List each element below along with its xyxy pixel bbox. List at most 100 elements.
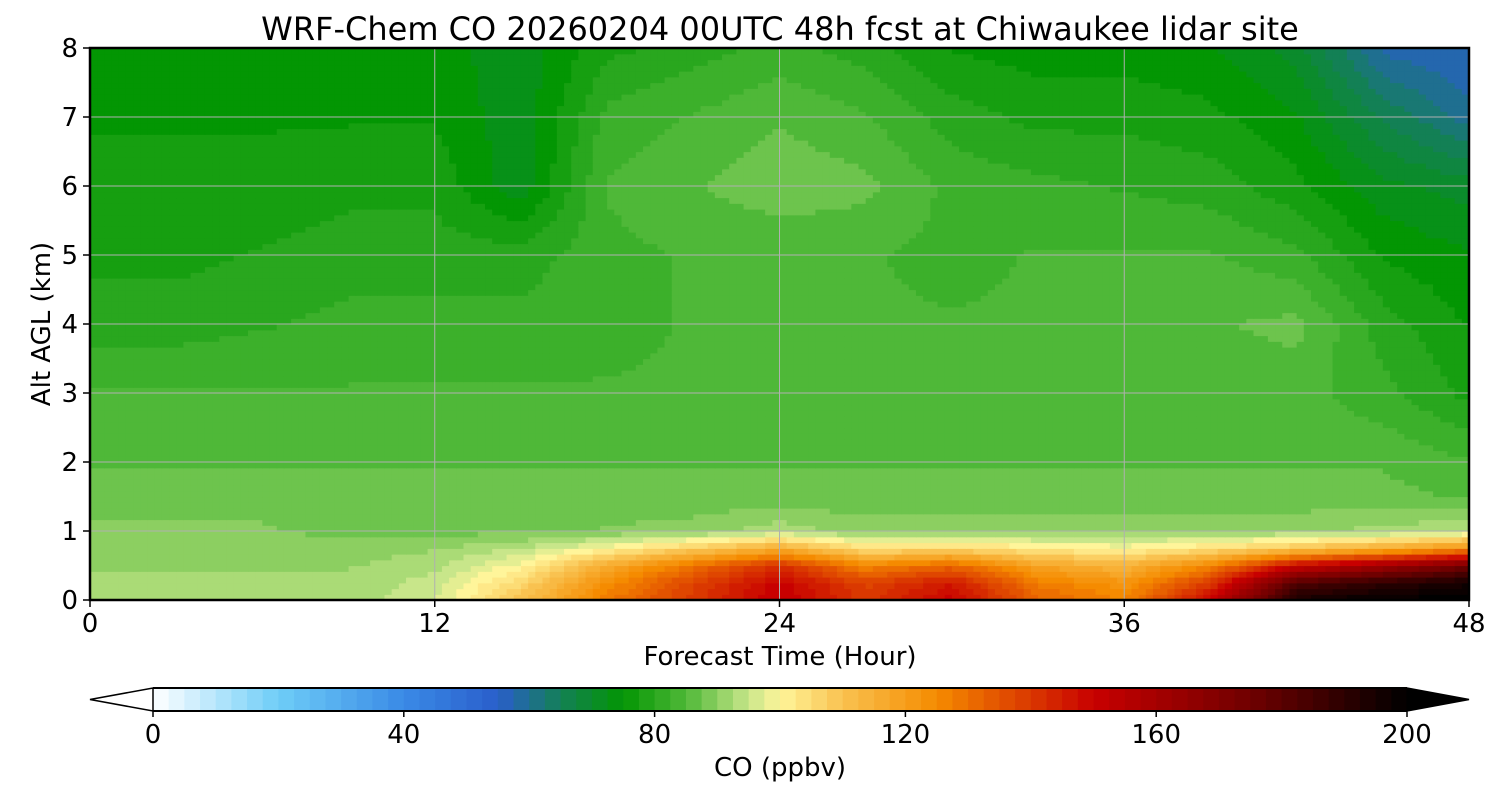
heatmap-cell xyxy=(1303,485,1312,492)
heatmap-cell xyxy=(1418,594,1427,600)
heatmap-cell xyxy=(894,462,903,469)
heatmap-cell xyxy=(190,577,199,584)
heatmap-cell xyxy=(276,490,285,498)
heatmap-cell xyxy=(104,490,113,498)
heatmap-cell xyxy=(327,473,335,480)
heatmap-cell xyxy=(1303,571,1312,578)
heatmap-cell xyxy=(291,531,299,538)
heatmap-cell xyxy=(671,542,680,549)
heatmap-cell xyxy=(176,548,184,555)
heatmap-cell xyxy=(90,473,98,480)
heatmap-cell xyxy=(1160,485,1168,492)
heatmap-cell xyxy=(255,577,263,584)
heatmap-cell xyxy=(1246,548,1255,555)
heatmap-cell xyxy=(319,456,328,463)
heatmap-cell xyxy=(1174,502,1183,509)
heatmap-cell xyxy=(786,531,795,538)
heatmap-cell xyxy=(793,594,802,600)
heatmap-cell xyxy=(1002,565,1010,572)
heatmap-cell xyxy=(1160,588,1168,595)
heatmap-cell xyxy=(650,508,658,515)
heatmap-cell xyxy=(1260,490,1269,498)
heatmap-cell xyxy=(1030,450,1039,457)
heatmap-cell xyxy=(1160,554,1168,561)
heatmap-cell xyxy=(628,450,637,457)
heatmap-cell xyxy=(204,554,213,561)
heatmap-cell xyxy=(477,456,486,463)
heatmap-cell xyxy=(1425,542,1434,549)
heatmap-cell xyxy=(635,559,644,567)
heatmap-cell xyxy=(556,531,565,538)
heatmap-cell xyxy=(1109,467,1118,475)
heatmap-cell xyxy=(1289,571,1298,578)
heatmap-cell xyxy=(1461,508,1469,515)
heatmap-cell xyxy=(693,588,702,595)
heatmap-cell xyxy=(542,577,551,584)
heatmap-cell xyxy=(750,594,759,600)
heatmap-cell xyxy=(635,485,644,492)
heatmap-cell xyxy=(118,571,127,578)
heatmap-cell xyxy=(312,548,321,555)
heatmap-cell xyxy=(1354,542,1362,549)
heatmap-cell xyxy=(772,490,781,498)
heatmap-cell xyxy=(463,450,472,457)
heatmap-cell xyxy=(923,490,931,498)
heatmap-cell xyxy=(937,577,946,584)
heatmap-cell xyxy=(118,582,127,590)
heatmap-cell xyxy=(1253,473,1262,480)
heatmap-cell xyxy=(420,565,429,572)
heatmap-cell xyxy=(406,554,414,561)
heatmap-cell xyxy=(1102,577,1111,584)
heatmap-cell xyxy=(678,542,687,549)
heatmap-cell xyxy=(614,531,623,538)
heatmap-cell xyxy=(470,496,479,503)
heatmap-cell xyxy=(851,485,860,492)
heatmap-cell xyxy=(944,502,953,509)
heatmap-cell xyxy=(1210,548,1219,555)
heatmap-cell xyxy=(298,508,307,515)
heatmap-cell xyxy=(327,548,335,555)
heatmap-cell xyxy=(1188,582,1197,590)
heatmap-cell xyxy=(291,502,299,509)
heatmap-cell xyxy=(204,479,213,486)
heatmap-cell xyxy=(506,513,515,521)
heatmap-cell xyxy=(334,594,342,600)
heatmap-cell xyxy=(722,513,730,521)
heatmap-cell xyxy=(1224,525,1233,532)
heatmap-cell xyxy=(1052,479,1061,486)
heatmap-cell xyxy=(1375,542,1384,549)
heatmap-cell xyxy=(197,582,206,590)
heatmap-cell xyxy=(219,479,228,486)
heatmap-cell xyxy=(1066,559,1075,567)
heatmap-cell xyxy=(420,531,429,538)
heatmap-cell xyxy=(1346,479,1355,486)
heatmap-cell xyxy=(1124,467,1133,475)
heatmap-cell xyxy=(104,559,113,567)
heatmap-cell xyxy=(894,542,903,549)
heatmap-cell xyxy=(757,502,766,509)
heatmap-cell xyxy=(1102,559,1111,567)
heatmap-cell xyxy=(1411,456,1420,463)
heatmap-cell xyxy=(111,496,120,503)
heatmap-cell xyxy=(722,554,730,561)
heatmap-cell xyxy=(1246,473,1255,480)
heatmap-cell xyxy=(793,525,802,532)
heatmap-cell xyxy=(97,588,105,595)
heatmap-cell xyxy=(880,479,888,486)
heatmap-cell xyxy=(1425,594,1434,600)
heatmap-cell xyxy=(90,542,98,549)
heatmap-cell xyxy=(1282,467,1291,475)
heatmap-cell xyxy=(176,496,184,503)
heatmap-cell xyxy=(1109,490,1118,498)
heatmap-cell xyxy=(377,554,386,561)
heatmap-cell xyxy=(1368,479,1377,486)
heatmap-cell xyxy=(506,508,515,515)
heatmap-cell xyxy=(1411,490,1420,498)
heatmap-cell xyxy=(1310,536,1319,544)
heatmap-cell xyxy=(585,582,594,590)
heatmap-cell xyxy=(729,513,737,521)
heatmap-cell xyxy=(118,456,127,463)
heatmap-cell xyxy=(1253,450,1262,457)
heatmap-cell xyxy=(520,565,529,572)
heatmap-cell xyxy=(757,594,766,600)
